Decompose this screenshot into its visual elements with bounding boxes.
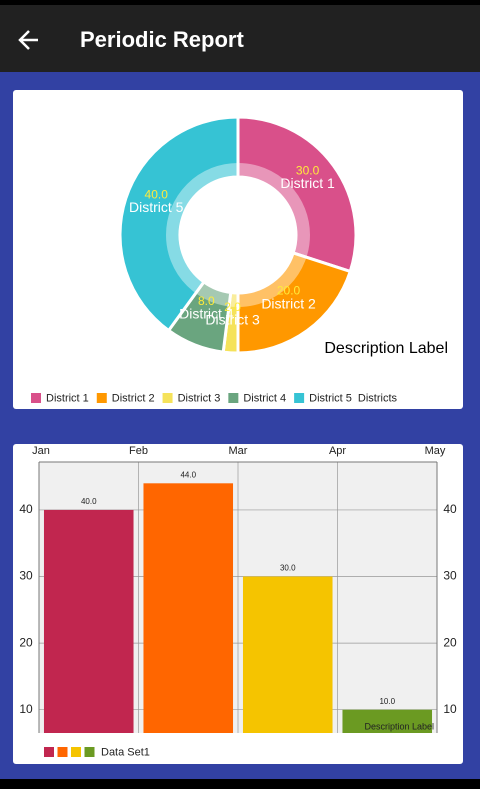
legend-label: District 3 bbox=[178, 392, 221, 404]
legend-swatch bbox=[84, 747, 95, 757]
hole bbox=[180, 177, 296, 293]
y2-tick-label: 10 bbox=[443, 702, 457, 716]
legend-swatch bbox=[31, 393, 41, 403]
value-label: 2.0 bbox=[224, 300, 241, 314]
legend-swatch bbox=[71, 747, 81, 757]
value-label: 10.0 bbox=[379, 697, 395, 706]
legend-label: District 4 bbox=[243, 392, 286, 404]
description: Description Label bbox=[364, 721, 434, 731]
x-tick-label: Mar bbox=[229, 445, 248, 457]
value-label: 30.0 bbox=[296, 164, 320, 178]
legend-swatch bbox=[162, 393, 173, 403]
legend-swatch bbox=[44, 747, 54, 757]
value-label: 40.0 bbox=[81, 497, 97, 506]
bar-chart: Jan Feb Mar Apr May 10 20 30 40 10 20 30 40 40.0 44.0 3… bbox=[19, 445, 457, 759]
bar bbox=[242, 576, 333, 733]
nav-bar bbox=[0, 779, 480, 789]
slice-label: District 2 bbox=[261, 295, 316, 311]
value-label: 30.0 bbox=[280, 564, 296, 573]
x-tick-label: Feb bbox=[129, 445, 148, 457]
legend-label: District 1 bbox=[46, 392, 89, 404]
legend-swatch bbox=[96, 393, 107, 403]
bar bbox=[43, 509, 134, 733]
slice-label: District 5 bbox=[129, 199, 184, 215]
bar bbox=[143, 483, 234, 733]
value-label: 20.0 bbox=[277, 284, 301, 298]
legend: District 1 District 2 District 3 District 4… bbox=[31, 392, 398, 404]
y-tick-label: 30 bbox=[19, 569, 33, 583]
legend-swatch bbox=[57, 747, 68, 757]
bar bbox=[342, 709, 433, 733]
legend-label: Data Set1 bbox=[101, 746, 150, 758]
app-bar bbox=[0, 0, 480, 72]
value-label: 40.0 bbox=[145, 188, 169, 202]
x-tick-label: Apr bbox=[329, 445, 346, 457]
slice-label: District 1 bbox=[280, 175, 335, 191]
status-bar bbox=[0, 0, 480, 5]
legend-swatch bbox=[228, 393, 239, 403]
back-button[interactable] bbox=[18, 30, 38, 50]
description: Description Label bbox=[324, 340, 448, 357]
y-tick-label: 40 bbox=[19, 502, 33, 516]
y-tick-label: 10 bbox=[19, 702, 33, 716]
legend-label: District 2 bbox=[112, 392, 155, 404]
y2-tick-label: 40 bbox=[443, 502, 457, 516]
slice-label: District 3 bbox=[205, 312, 260, 328]
transparent-ring bbox=[166, 163, 310, 307]
app-title: Periodic Report bbox=[80, 27, 244, 52]
value-label: 44.0 bbox=[180, 470, 196, 479]
y-tick-label: 20 bbox=[19, 635, 33, 649]
back-arrow[interactable] bbox=[18, 30, 38, 50]
y2-tick-label: 20 bbox=[443, 635, 457, 649]
x-tick-label: Jan bbox=[32, 445, 50, 457]
value-label: 8.0 bbox=[198, 294, 215, 308]
slice-label: District 4 bbox=[179, 306, 234, 322]
legend-series-label: Districts bbox=[358, 392, 398, 404]
x-tick-label: May bbox=[425, 445, 446, 457]
legend-label: District 5 bbox=[309, 392, 352, 404]
y2-tick-label: 30 bbox=[443, 569, 457, 583]
legend-swatch bbox=[294, 393, 305, 403]
